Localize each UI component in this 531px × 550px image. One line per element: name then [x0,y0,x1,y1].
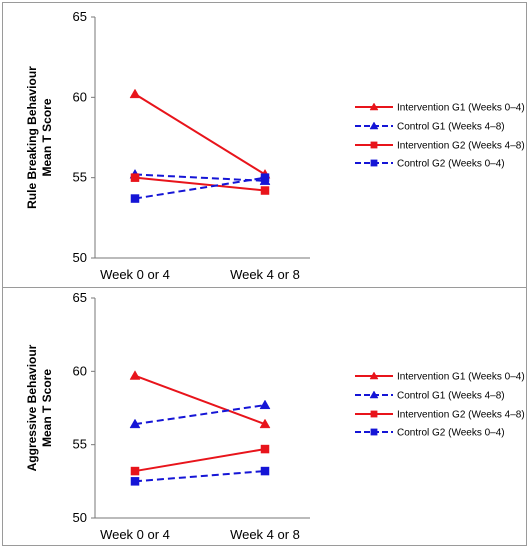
chart-panel-aggressive: 50 55 60 65 Week 0 or 4 Week 4 or 8 Aggressive… [25,290,525,542]
series-line [134,176,266,192]
series-line [134,374,266,426]
y-axis-title-line1: Rule Breaking Behaviour [25,66,39,209]
legend-label: Control G2 (Weeks 0–4) [397,159,505,170]
panel-divider [2,287,527,288]
legend-swatch-marker [369,121,379,130]
x-tick-label: Week 0 or 4 [100,527,170,542]
legend-swatch-marker [370,159,378,167]
legend-label: Intervention G1 (Weeks 0–4) [397,103,525,114]
legend-label: Intervention G2 (Weeks 4–8) [397,141,525,152]
legend-item: Intervention G2 (Weeks 4–8) [355,410,525,421]
data-point [260,173,270,182]
y-axis-title-line2: Mean T Score [40,369,54,447]
y-axis-title-line1: Aggressive Behaviour [25,344,39,471]
chart-panel-rule-breaking: 50 55 60 65 Week 0 or 4 Week 4 or 8 Rule Break… [25,9,525,282]
legend-swatch-marker [370,141,378,149]
legend-swatch-marker [370,410,378,418]
series-2 [130,444,270,476]
legend-item: Intervention G1 (Weeks 0–4) [355,102,525,114]
data-point [129,418,141,429]
series-2 [130,173,270,195]
y-tick-label: 60 [73,363,87,378]
data-point [130,477,140,486]
data-point [260,466,270,476]
data-point [259,418,271,429]
legend-swatch-marker [369,102,379,111]
y-axis-title: Rule Breaking BehaviourMean T Score [25,66,54,209]
legend-label: Control G1 (Weeks 4–8) [397,122,505,133]
data-point [260,444,270,454]
y-axis-title: Aggressive BehaviourMean T Score [25,344,54,471]
y-tick-label: 55 [73,437,87,452]
legend-item: Control G2 (Weeks 0–4) [355,159,505,170]
x-tick-label: Week 4 or 8 [230,527,300,542]
figure-frame [2,2,527,546]
y-tick-label: 55 [73,170,87,185]
legend-item: Control G1 (Weeks 4–8) [355,121,505,133]
legend-swatch-marker [370,428,378,436]
legend-label: Intervention G1 (Weeks 0–4) [397,372,525,383]
series-line [134,448,266,473]
x-tick-label: Week 4 or 8 [230,267,300,282]
data-point [130,466,140,476]
series-1 [129,168,271,185]
y-tick-label: 65 [73,9,87,24]
legend-label: Control G1 (Weeks 4–8) [397,391,505,402]
legend-item: Intervention G1 (Weeks 0–4) [355,371,525,383]
data-point [260,186,270,195]
legend-item: Control G2 (Weeks 0–4) [355,428,505,439]
y-tick-label: 65 [73,290,87,305]
legend-label: Control G2 (Weeks 0–4) [397,428,505,439]
legend-label: Intervention G2 (Weeks 4–8) [397,410,525,421]
series-line [134,93,266,176]
legend-swatch-marker [369,371,379,380]
series-line [134,470,266,483]
data-point [129,88,141,99]
series-0 [129,88,271,179]
series-3 [130,173,270,203]
legend-item: Intervention G2 (Weeks 4–8) [355,141,525,152]
series-3 [130,466,270,486]
data-point [129,370,141,380]
series-0 [129,370,271,429]
y-tick-label: 50 [73,510,87,525]
series-1 [129,399,271,429]
data-point [259,399,271,410]
y-axis-title-line2: Mean T Score [40,98,54,176]
legend-item: Control G1 (Weeks 4–8) [355,390,505,402]
legend-swatch-marker [369,390,379,399]
data-point [130,194,140,203]
data-point [130,173,140,182]
series-line [134,404,266,426]
x-tick-label: Week 0 or 4 [100,267,170,282]
y-tick-label: 60 [73,89,87,104]
y-tick-label: 50 [73,250,87,265]
